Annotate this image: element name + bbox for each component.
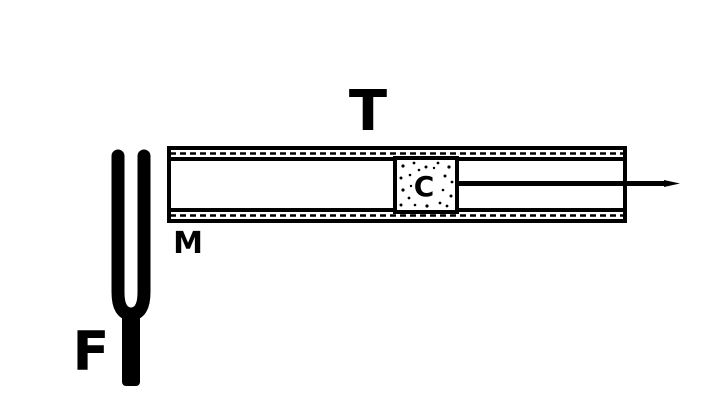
label-f: F <box>73 320 110 383</box>
piston-rod <box>457 180 680 187</box>
label-t: T <box>349 79 387 144</box>
label-m: M <box>173 226 203 261</box>
tuning-fork <box>111 149 151 386</box>
plug-block: C <box>393 156 459 214</box>
tube-left-end <box>167 146 171 223</box>
label-c: C <box>414 170 435 203</box>
